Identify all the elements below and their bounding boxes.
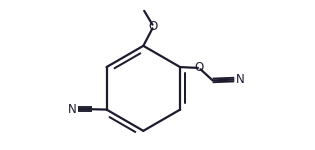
Text: N: N	[236, 73, 244, 86]
Text: O: O	[149, 20, 158, 33]
Text: N: N	[68, 103, 77, 116]
Text: O: O	[195, 61, 204, 74]
